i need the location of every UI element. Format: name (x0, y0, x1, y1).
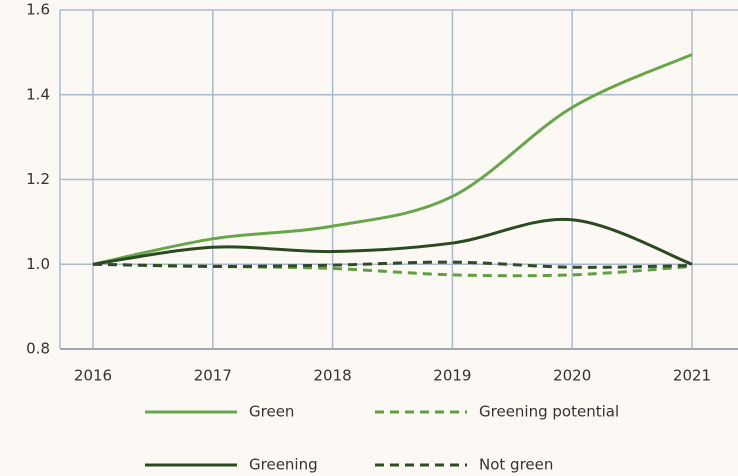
x-tick-label: 2019 (433, 367, 471, 385)
series-line (92, 260, 693, 269)
x-tick-label: 2017 (194, 367, 232, 385)
x-tick-label: 2021 (673, 367, 711, 385)
legend-label: Not green (479, 456, 553, 474)
x-tick-label: 2018 (314, 367, 352, 385)
y-tick-label: 1.6 (26, 1, 50, 19)
legend-label: Greening (249, 456, 318, 474)
y-tick-label: 1.4 (26, 85, 50, 103)
series-line (92, 53, 693, 266)
series-line (92, 217, 693, 266)
y-tick-label: 0.8 (26, 340, 50, 358)
x-tick-label: 2016 (74, 367, 112, 385)
legend-label: Greening potential (479, 403, 619, 421)
x-tick-label: 2020 (553, 367, 591, 385)
legend-label: Green (249, 403, 294, 421)
y-tick-label: 1.0 (26, 255, 50, 273)
y-tick-label: 1.2 (26, 170, 50, 188)
